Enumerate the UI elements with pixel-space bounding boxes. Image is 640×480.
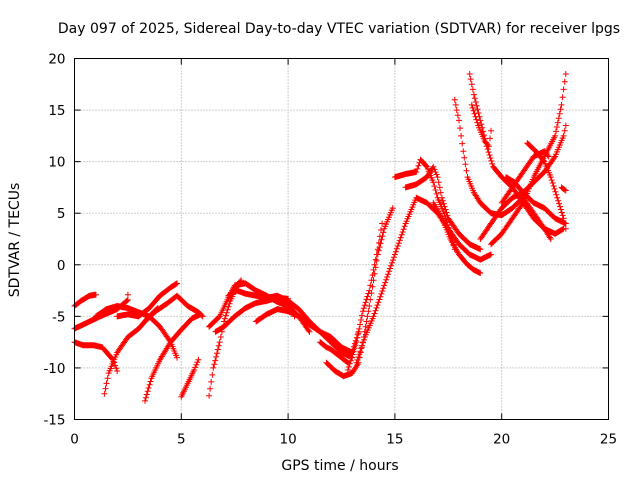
series-marks <box>253 306 362 356</box>
x-axis-ticks: 0 5 10 15 20 25 <box>70 58 617 448</box>
series-arc01 <box>71 291 99 309</box>
series-marks <box>353 194 494 366</box>
x-tick-label: 15 <box>386 432 403 448</box>
series-arc17 <box>344 220 386 373</box>
series-arc20 <box>402 163 484 253</box>
data-marks <box>71 71 569 404</box>
y-tick-label: 15 <box>48 103 65 119</box>
series-arc28 <box>503 174 569 227</box>
y-axis-label: SDTVAR / TECUs <box>7 183 23 298</box>
x-tick-label: 0 <box>70 432 79 448</box>
y-tick-label: 0 <box>57 258 66 274</box>
series-arc14 <box>253 306 362 356</box>
x-tick-label: 10 <box>280 432 297 448</box>
y-tick-label: 5 <box>57 206 66 222</box>
series-marks <box>178 356 202 400</box>
series-marks <box>503 174 569 227</box>
y-tick-label: -10 <box>43 361 65 377</box>
series-arc07 <box>142 311 204 404</box>
chart-title: Day 097 of 2025, Sidereal Day-to-day VTE… <box>58 21 620 37</box>
series-marks <box>468 101 494 150</box>
y-tick-label: 20 <box>48 52 65 68</box>
x-tick-label: 20 <box>493 432 510 448</box>
series-marks <box>114 280 180 320</box>
series-arc06 <box>114 280 180 320</box>
y-tick-label: 10 <box>48 155 65 171</box>
series-marks <box>71 291 99 309</box>
series-marks <box>142 311 204 404</box>
series-marks <box>317 339 351 366</box>
x-tick-label: 5 <box>177 432 186 448</box>
y-axis-ticks: -15 -10 -5 0 5 10 15 20 <box>43 52 609 429</box>
series-marks <box>144 292 206 323</box>
series-arc25 <box>477 122 569 242</box>
x-axis-label: GPS time / hours <box>281 458 398 474</box>
series-arc15 <box>317 339 351 366</box>
y-tick-label: -15 <box>43 413 65 429</box>
series-marks <box>558 184 569 194</box>
grid-lines <box>74 58 609 420</box>
series-marks <box>206 277 245 399</box>
series-arc10 <box>206 277 245 399</box>
series-arc08 <box>144 292 206 323</box>
series-arc21 <box>430 199 484 276</box>
series-marks <box>477 122 569 242</box>
series-arc29 <box>524 140 569 232</box>
series-marks <box>402 163 484 253</box>
plot-frame <box>74 58 609 420</box>
series-marks <box>524 140 569 232</box>
y-tick-label: -5 <box>52 309 65 325</box>
series-arc24 <box>468 101 494 150</box>
series-marks <box>430 199 484 276</box>
series-arc18 <box>353 194 494 366</box>
series-arc30 <box>558 184 569 194</box>
x-tick-label: 25 <box>600 432 617 448</box>
series-arc09 <box>178 356 202 400</box>
series-marks <box>344 220 386 373</box>
